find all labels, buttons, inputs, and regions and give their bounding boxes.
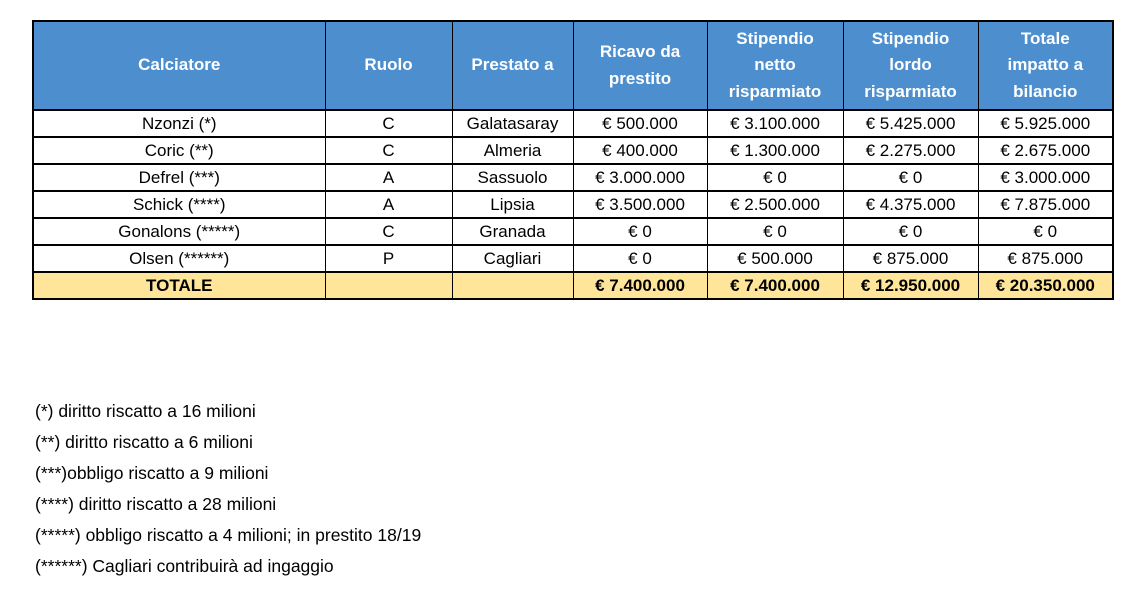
cell-role: A (324, 190, 453, 219)
players-loan-table: Calciatore Ruolo Prestato a Ricavo da pr… (32, 20, 1114, 300)
total-loaned-to-empty (451, 271, 574, 300)
col-header-totale-impatto: Totale impatto a bilancio (977, 20, 1114, 111)
row-nzonzi: Nzonzi (*) C Galatasaray € 500.000 € 3.1… (32, 109, 1114, 138)
cell-loaned-to: Granada (451, 217, 574, 246)
cell-role: C (324, 217, 453, 246)
cell-net-salary-saved: € 500.000 (706, 244, 844, 273)
cell-total-impact: € 7.875.000 (977, 190, 1114, 219)
cell-net-salary-saved: € 1.300.000 (706, 136, 844, 165)
total-role-empty (324, 271, 453, 300)
cell-loan-revenue: € 0 (572, 217, 708, 246)
total-gross-salary-saved: € 12.950.000 (842, 271, 979, 300)
col-header-ricavo-da-prestito: Ricavo da prestito (572, 20, 708, 111)
footnote-1: (*) diritto riscatto a 16 milioni (35, 401, 256, 421)
cell-role: P (324, 244, 453, 273)
col-header-calciatore: Calciatore (32, 20, 326, 111)
footnote-2: (**) diritto riscatto a 6 milioni (35, 432, 253, 452)
cell-gross-salary-saved: € 4.375.000 (842, 190, 979, 219)
row-totale: TOTALE € 7.400.000 € 7.400.000 € 12.950.… (32, 271, 1114, 300)
cell-loaned-to: Lipsia (451, 190, 574, 219)
footnote-6: (******) Cagliari contribuirà ad ingaggi… (35, 556, 334, 576)
cell-loan-revenue: € 3.000.000 (572, 163, 708, 192)
col-header-ruolo: Ruolo (324, 20, 453, 111)
cell-total-impact: € 5.925.000 (977, 109, 1114, 138)
cell-role: A (324, 163, 453, 192)
cell-loan-revenue: € 3.500.000 (572, 190, 708, 219)
cell-net-salary-saved: € 2.500.000 (706, 190, 844, 219)
cell-player: Coric (**) (32, 136, 326, 165)
cell-net-salary-saved: € 0 (706, 163, 844, 192)
cell-player: Olsen (******) (32, 244, 326, 273)
cell-loaned-to: Sassuolo (451, 163, 574, 192)
cell-loaned-to: Cagliari (451, 244, 574, 273)
total-net-salary-saved: € 7.400.000 (706, 271, 844, 300)
total-label: TOTALE (32, 271, 326, 300)
cell-loan-revenue: € 400.000 (572, 136, 708, 165)
cell-player: Nzonzi (*) (32, 109, 326, 138)
cell-role: C (324, 136, 453, 165)
cell-gross-salary-saved: € 875.000 (842, 244, 979, 273)
cell-total-impact: € 3.000.000 (977, 163, 1114, 192)
cell-loaned-to: Galatasaray (451, 109, 574, 138)
cell-net-salary-saved: € 3.100.000 (706, 109, 844, 138)
cell-loaned-to: Almeria (451, 136, 574, 165)
cell-total-impact: € 875.000 (977, 244, 1114, 273)
row-coric: Coric (**) C Almeria € 400.000 € 1.300.0… (32, 136, 1114, 165)
footnote-3: (***)obbligo riscatto a 9 milioni (35, 463, 269, 483)
cell-net-salary-saved: € 0 (706, 217, 844, 246)
row-schick: Schick (****) A Lipsia € 3.500.000 € 2.5… (32, 190, 1114, 219)
footnote-4: (****) diritto riscatto a 28 milioni (35, 494, 277, 514)
row-defrel: Defrel (***) A Sassuolo € 3.000.000 € 0 … (32, 163, 1114, 192)
cell-total-impact: € 0 (977, 217, 1114, 246)
cell-gross-salary-saved: € 0 (842, 163, 979, 192)
cell-loan-revenue: € 0 (572, 244, 708, 273)
total-total-impact: € 20.350.000 (977, 271, 1114, 300)
col-header-stipendio-lordo: Stipendio lordo risparmiato (842, 20, 979, 111)
footnote-5: (*****) obbligo riscatto a 4 milioni; in… (35, 525, 422, 545)
total-loan-revenue: € 7.400.000 (572, 271, 708, 300)
row-olsen: Olsen (******) P Cagliari € 0 € 500.000 … (32, 244, 1114, 273)
cell-player: Defrel (***) (32, 163, 326, 192)
cell-role: C (324, 109, 453, 138)
cell-gross-salary-saved: € 2.275.000 (842, 136, 979, 165)
col-header-stipendio-netto: Stipendio netto risparmiato (706, 20, 844, 111)
cell-player: Gonalons (*****) (32, 217, 326, 246)
row-gonalons: Gonalons (*****) C Granada € 0 € 0 € 0 €… (32, 217, 1114, 246)
cell-gross-salary-saved: € 5.425.000 (842, 109, 979, 138)
cell-player: Schick (****) (32, 190, 326, 219)
col-header-prestato-a: Prestato a (451, 20, 574, 111)
footnotes: (*) diritto riscatto a 16 milioni (**) d… (35, 396, 421, 582)
cell-total-impact: € 2.675.000 (977, 136, 1114, 165)
cell-gross-salary-saved: € 0 (842, 217, 979, 246)
header-row: Calciatore Ruolo Prestato a Ricavo da pr… (32, 20, 1114, 111)
cell-loan-revenue: € 500.000 (572, 109, 708, 138)
